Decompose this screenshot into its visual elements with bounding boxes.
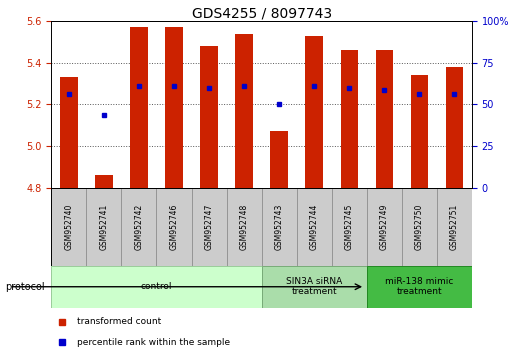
Bar: [367, 266, 472, 308]
Text: GSM952745: GSM952745: [345, 203, 354, 250]
Bar: [297, 188, 332, 266]
Bar: [341, 50, 358, 188]
Bar: [200, 46, 218, 188]
Bar: [402, 188, 437, 266]
Bar: [367, 188, 402, 266]
Text: SIN3A siRNA
treatment: SIN3A siRNA treatment: [286, 277, 342, 296]
Text: GSM952744: GSM952744: [310, 203, 319, 250]
Bar: [262, 266, 367, 308]
Text: percentile rank within the sample: percentile rank within the sample: [77, 338, 230, 347]
Bar: [95, 175, 113, 188]
Text: GSM952751: GSM952751: [450, 204, 459, 250]
Bar: [86, 188, 122, 266]
Text: GSM952743: GSM952743: [274, 203, 284, 250]
Bar: [227, 188, 262, 266]
Text: GSM952747: GSM952747: [205, 203, 213, 250]
Bar: [437, 188, 472, 266]
Title: GDS4255 / 8097743: GDS4255 / 8097743: [191, 6, 332, 20]
Text: GSM952740: GSM952740: [64, 203, 73, 250]
Bar: [165, 28, 183, 188]
Bar: [446, 67, 463, 188]
Bar: [191, 188, 227, 266]
Bar: [60, 78, 77, 188]
Bar: [130, 28, 148, 188]
Bar: [51, 188, 86, 266]
Text: GSM952750: GSM952750: [415, 203, 424, 250]
Bar: [305, 36, 323, 188]
Bar: [156, 188, 191, 266]
Bar: [270, 131, 288, 188]
Text: GSM952742: GSM952742: [134, 204, 144, 250]
Bar: [122, 188, 156, 266]
Text: GSM952748: GSM952748: [240, 204, 249, 250]
Text: GSM952746: GSM952746: [169, 203, 179, 250]
Bar: [410, 75, 428, 188]
Text: control: control: [141, 282, 172, 291]
Text: GSM952741: GSM952741: [100, 204, 108, 250]
Bar: [376, 50, 393, 188]
Text: miR-138 mimic
treatment: miR-138 mimic treatment: [385, 277, 453, 296]
Bar: [332, 188, 367, 266]
Bar: [51, 266, 262, 308]
Text: transformed count: transformed count: [77, 317, 161, 326]
Text: protocol: protocol: [5, 282, 45, 292]
Text: GSM952749: GSM952749: [380, 203, 389, 250]
Bar: [235, 34, 253, 188]
Bar: [262, 188, 297, 266]
